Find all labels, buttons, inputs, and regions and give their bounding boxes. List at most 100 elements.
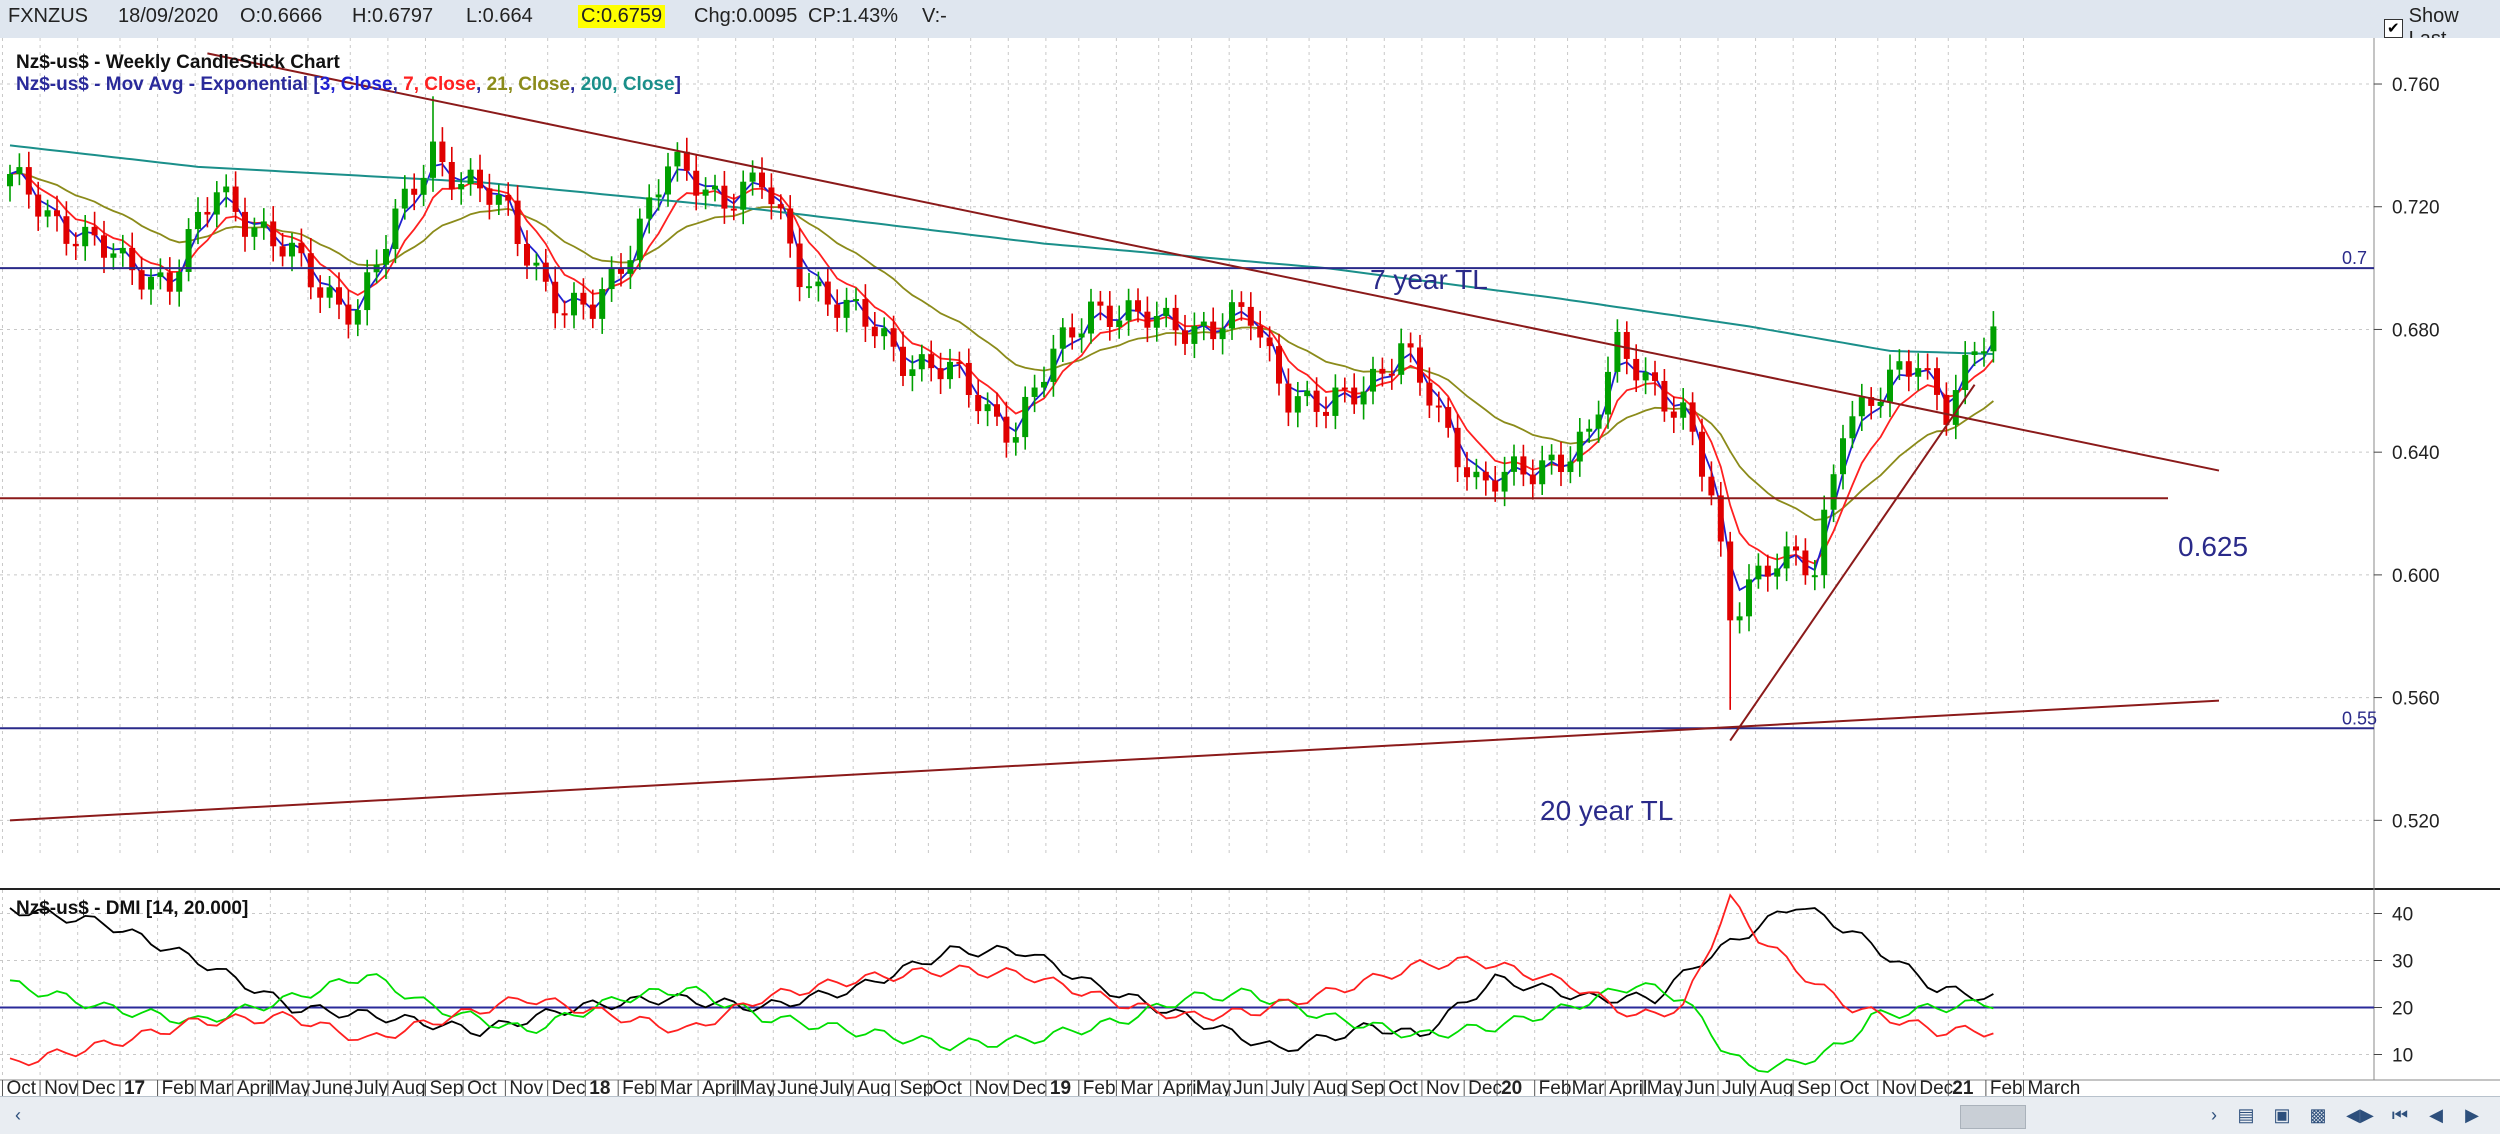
level-0625-annotation: 0.625 — [2178, 531, 2248, 562]
candle-body — [636, 218, 643, 261]
candle-body — [1464, 467, 1470, 478]
zoom-out-icon[interactable]: ▣ — [2273, 1104, 2291, 1125]
candle-body — [589, 304, 596, 319]
candle-body — [1210, 321, 1217, 340]
candle-body — [345, 304, 352, 325]
candle-body — [1896, 361, 1903, 370]
candle-body — [232, 186, 239, 212]
candle-body — [1426, 382, 1433, 406]
candle-body — [129, 247, 136, 271]
candle-body — [871, 326, 878, 337]
candle-body — [1219, 328, 1226, 340]
candle-body — [1097, 301, 1104, 306]
candle-body — [1041, 381, 1047, 388]
candle-body — [862, 299, 869, 327]
candle-body — [683, 151, 690, 171]
candle-body — [25, 167, 32, 195]
candle-body — [834, 304, 841, 318]
candle-body — [495, 195, 502, 205]
candle-body — [1078, 333, 1085, 338]
candle-body — [937, 368, 944, 380]
candle-body — [608, 268, 615, 290]
candle-body — [1548, 454, 1555, 461]
candle-body — [1473, 471, 1480, 478]
zoom-in-icon[interactable]: ▤ — [2237, 1104, 2255, 1125]
candle-body — [326, 287, 333, 298]
time-axis: Oct Nov Dec 17 Feb Mar April May June July Aug Sep O… — [0, 1078, 2500, 1096]
ema7-legend: 7, Close — [403, 74, 476, 95]
di_plus-line — [9, 973, 1994, 1073]
time-label: July — [820, 1078, 854, 1096]
date-label: 18/09/2020 — [118, 5, 219, 27]
expand-icon[interactable]: ◀▶ — [2346, 1104, 2374, 1125]
candle-body — [1661, 380, 1668, 412]
scroll-thumb[interactable] — [1960, 1105, 2026, 1129]
candle-body — [655, 194, 662, 198]
time-label: Sep — [1351, 1078, 1385, 1096]
candle-body — [1031, 387, 1038, 397]
candle-body — [486, 188, 493, 205]
candle-body — [815, 281, 822, 287]
dmi-chart-title: Nz$-us$ - DMI [14, 20.000] — [16, 898, 248, 919]
open-value: O:0.6666 — [240, 5, 323, 27]
next-icon[interactable]: ▶ — [2465, 1104, 2479, 1125]
candle-body — [1332, 387, 1339, 416]
candle-body — [984, 404, 991, 412]
candle-body — [1153, 315, 1160, 328]
candle-body — [44, 210, 51, 217]
candle-body — [853, 299, 859, 302]
candle-body — [1313, 390, 1320, 412]
time-label: 20 — [1501, 1078, 1522, 1096]
candle-body — [1652, 372, 1658, 381]
zoom-fit-icon[interactable]: ▩ — [2309, 1104, 2327, 1125]
chart-scrollbar[interactable]: ‹ › ▤ ▣ ▩ ◀▶ ⏮ ◀ ▶ — [0, 1096, 2500, 1134]
candle-body — [1379, 368, 1386, 374]
candle-body — [1736, 616, 1743, 621]
prev-icon[interactable]: ◀ — [2429, 1104, 2443, 1125]
candle-body — [1257, 325, 1264, 338]
time-label: Feb — [622, 1078, 655, 1096]
candle-body — [1934, 368, 1940, 395]
time-label: 17 — [124, 1078, 145, 1096]
time-label: June — [777, 1078, 818, 1096]
symbol-label: FXNZUS — [8, 5, 88, 27]
candle-body — [787, 208, 794, 244]
candle-body — [918, 354, 925, 370]
adx-line — [9, 907, 1994, 1053]
candle-body — [1520, 456, 1527, 475]
candle-body — [1360, 391, 1367, 405]
candle-body — [1849, 416, 1856, 439]
candle-body — [110, 253, 117, 258]
candle-body — [354, 310, 361, 325]
price-tick-label: 0.680 — [2392, 320, 2440, 341]
candle-body — [1642, 372, 1649, 381]
candle-body — [1200, 321, 1207, 326]
candle-body — [1492, 480, 1499, 492]
candle-body — [166, 272, 173, 292]
candle-body — [796, 243, 803, 288]
candle-body — [251, 227, 258, 237]
scroll-left-icon[interactable]: ‹ — [15, 1104, 21, 1125]
dmi-tick-label: 10 — [2392, 1046, 2413, 1067]
candle-body — [420, 177, 427, 195]
candle-body — [336, 287, 342, 305]
candle-body — [401, 188, 408, 209]
ema-legend-prefix: Nz$-us$ - Mov Avg - Exponential [ — [16, 74, 320, 95]
time-label: Nov — [509, 1078, 543, 1096]
candle-body — [730, 208, 737, 211]
time-label: Jun — [1684, 1078, 1715, 1096]
time-label: May — [1196, 1078, 1232, 1096]
candle-body — [768, 187, 775, 205]
time-label: 19 — [1050, 1078, 1071, 1096]
time-label: Aug — [392, 1078, 426, 1096]
scroll-right-icon[interactable]: › — [2211, 1104, 2217, 1125]
candle-body — [1135, 300, 1141, 312]
first-bar-icon[interactable]: ⏮ — [2391, 1104, 2409, 1125]
candle-body — [439, 141, 446, 162]
candle-body — [580, 292, 587, 305]
show-last-checkbox[interactable]: ✔ — [2384, 18, 2403, 38]
candle-body — [1116, 320, 1123, 328]
time-label: Feb — [1539, 1078, 1572, 1096]
candle-body — [411, 188, 418, 195]
candle-body — [1915, 368, 1922, 377]
